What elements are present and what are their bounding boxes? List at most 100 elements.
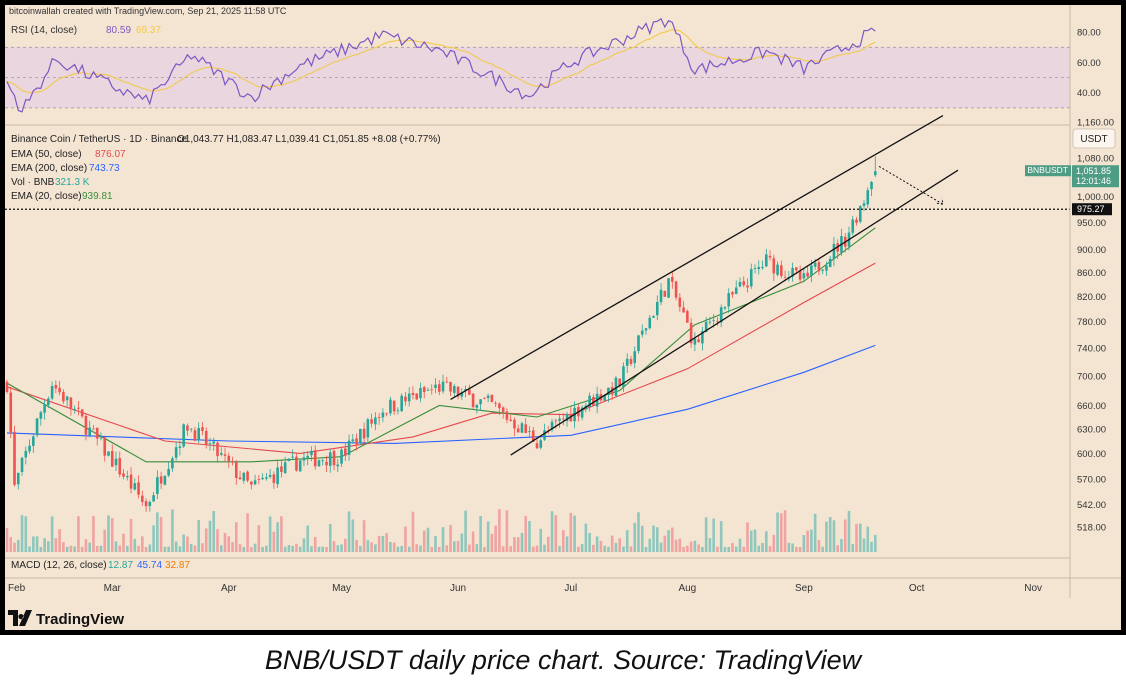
projection-arrow[interactable] bbox=[878, 165, 944, 205]
volume-bar bbox=[738, 538, 742, 552]
candle bbox=[513, 417, 516, 437]
candle bbox=[313, 445, 317, 470]
price-axis[interactable]: 1,160.00 1,080.00 1,000.00 950.00 900.00 860.… bbox=[1077, 118, 1114, 534]
channel-upper-trendline[interactable] bbox=[450, 115, 944, 400]
volume-bar bbox=[171, 509, 174, 552]
volume-bar bbox=[62, 542, 65, 552]
candle bbox=[343, 441, 347, 461]
volume-bar bbox=[80, 546, 84, 552]
candle bbox=[434, 378, 437, 394]
candle bbox=[509, 414, 512, 422]
volume-bar bbox=[663, 535, 667, 552]
volume-bar bbox=[862, 538, 866, 552]
candle bbox=[701, 327, 704, 351]
volume-bar bbox=[276, 522, 279, 552]
volume-bar bbox=[640, 525, 644, 552]
candle bbox=[321, 458, 325, 466]
candle bbox=[347, 434, 351, 461]
candle bbox=[855, 216, 858, 226]
volume-bar bbox=[817, 540, 821, 552]
rsi-pane[interactable]: RSI (14, close) 80.59 69.37 bbox=[5, 17, 1070, 113]
price-tick: 780.00 bbox=[1077, 317, 1106, 328]
volume-bar bbox=[246, 513, 249, 552]
volume-bar bbox=[516, 537, 520, 552]
main-pane[interactable] bbox=[5, 115, 1070, 552]
footer-bar bbox=[5, 600, 1121, 630]
volume-bar bbox=[731, 542, 734, 552]
candle bbox=[110, 444, 114, 467]
volume-bar bbox=[24, 516, 28, 552]
volume-bar bbox=[858, 523, 862, 552]
volume-bar bbox=[592, 544, 595, 552]
channel-lower-trendline[interactable] bbox=[510, 169, 959, 456]
candle bbox=[62, 389, 65, 404]
candle bbox=[20, 456, 24, 476]
candle bbox=[186, 423, 189, 436]
price-tick: 900.00 bbox=[1077, 245, 1106, 256]
tradingview-logo[interactable]: TradingView bbox=[8, 610, 124, 628]
candle bbox=[783, 270, 787, 281]
candle bbox=[486, 393, 490, 403]
time-axis[interactable]: Feb Mar Apr May Jun Jul Aug Sep Oct Nov bbox=[8, 583, 1042, 594]
candle bbox=[257, 474, 261, 485]
candle bbox=[238, 470, 242, 481]
candle bbox=[332, 449, 336, 471]
volume-bar bbox=[219, 545, 223, 552]
candle bbox=[858, 205, 862, 224]
volume-bar bbox=[16, 539, 20, 552]
month-tick: Jun bbox=[450, 583, 466, 594]
volume-bar bbox=[787, 542, 791, 552]
volume-bar bbox=[355, 539, 358, 552]
price-tick: 860.00 bbox=[1077, 268, 1106, 279]
volume-bar bbox=[99, 545, 103, 552]
volume-bar bbox=[558, 546, 561, 552]
price-chart[interactable]: RSI (14, close) 80.59 69.37 bitcoinwalla… bbox=[5, 5, 1121, 630]
candle bbox=[189, 428, 193, 433]
volume-bar bbox=[268, 516, 272, 552]
month-tick: Apr bbox=[221, 583, 237, 594]
volume-bar bbox=[678, 538, 682, 552]
volume-bar bbox=[216, 529, 219, 552]
volume-bar bbox=[667, 530, 670, 552]
candle bbox=[234, 460, 238, 485]
volume-bar bbox=[479, 516, 482, 552]
candle bbox=[32, 434, 35, 453]
volume-bar bbox=[449, 524, 452, 552]
candle bbox=[208, 437, 212, 451]
candle bbox=[317, 459, 321, 467]
candle bbox=[817, 259, 821, 276]
candle bbox=[622, 362, 625, 392]
volume-bar bbox=[47, 541, 50, 552]
volume-bar bbox=[490, 533, 494, 552]
volume-bar bbox=[543, 544, 546, 552]
volume-bar bbox=[716, 546, 719, 552]
rsi-tick: 40.00 bbox=[1077, 88, 1101, 99]
currency-button[interactable] bbox=[1072, 128, 1116, 149]
candle bbox=[80, 409, 84, 419]
macd-value-2: 45.74 bbox=[137, 560, 162, 571]
candle bbox=[389, 396, 392, 416]
volume-bar bbox=[764, 531, 768, 552]
candle bbox=[178, 440, 182, 456]
volume-bar bbox=[437, 546, 441, 552]
candle bbox=[607, 387, 610, 403]
volume-bar bbox=[389, 541, 392, 552]
volume-bar bbox=[618, 538, 621, 552]
price-tick: 700.00 bbox=[1077, 371, 1106, 382]
volume-bar bbox=[381, 535, 385, 552]
volume-bar bbox=[674, 539, 678, 552]
candle bbox=[780, 260, 783, 279]
volume-bar bbox=[328, 523, 332, 552]
candle bbox=[212, 437, 216, 451]
volume-bar bbox=[550, 511, 554, 552]
candle bbox=[114, 451, 118, 472]
volume-bar bbox=[332, 541, 336, 552]
candle bbox=[550, 418, 554, 433]
rsi-axis[interactable]: 80.00 60.00 40.00 bbox=[1077, 28, 1101, 100]
rsi-band bbox=[5, 47, 1070, 108]
candle bbox=[219, 447, 223, 457]
candle bbox=[47, 396, 50, 408]
volume-bar bbox=[189, 544, 193, 552]
volume-bar bbox=[114, 541, 118, 552]
candle bbox=[302, 451, 306, 467]
